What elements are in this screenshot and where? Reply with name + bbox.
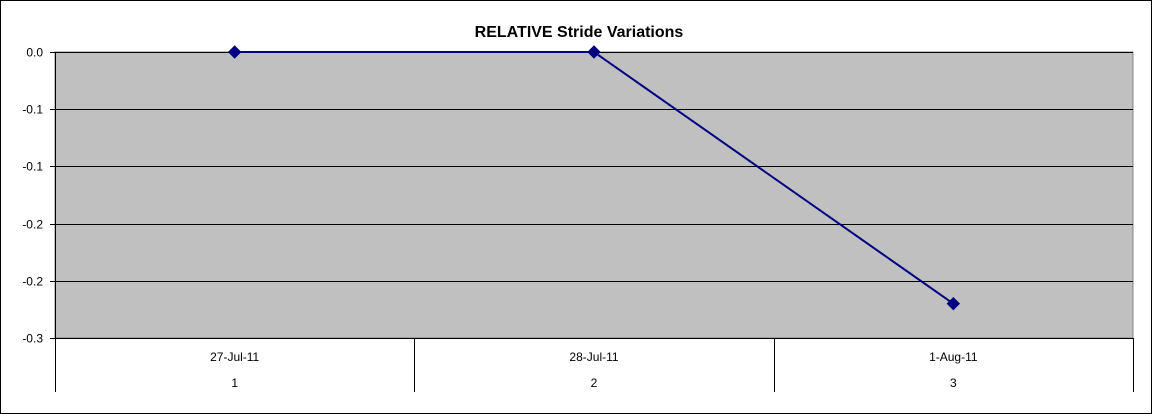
x-category-index-1: 2	[591, 376, 598, 390]
x-category-label-2: 1-Aug-11	[929, 350, 978, 364]
y-tick-label-3: -0.2	[22, 218, 43, 232]
y-tick-label-0: 0.0	[26, 46, 43, 60]
y-tick-label-4: -0.2	[22, 275, 43, 289]
chart-title: RELATIVE Stride Variations	[475, 24, 684, 41]
y-tick-label-5: -0.3	[22, 332, 43, 346]
x-category-label-0: 27-Jul-11	[210, 350, 259, 364]
data-point-0-2	[946, 296, 961, 311]
data-point-0-0	[227, 45, 242, 59]
x-category-label-1: 28-Jul-11	[569, 350, 618, 364]
x-category-index-2: 3	[950, 376, 957, 390]
plot-background	[54, 51, 1134, 339]
plot-area: 0.0 -0.1 -0.1 -0.2 -0.2 -0.3 27-Jul-11 1 28-Jul-…	[22, 45, 1134, 392]
y-tick-label-1: -0.1	[22, 103, 43, 117]
x-category-index-0: 1	[231, 376, 238, 390]
data-point-0-1	[587, 45, 601, 59]
y-tick-label-2: -0.1	[22, 160, 43, 174]
